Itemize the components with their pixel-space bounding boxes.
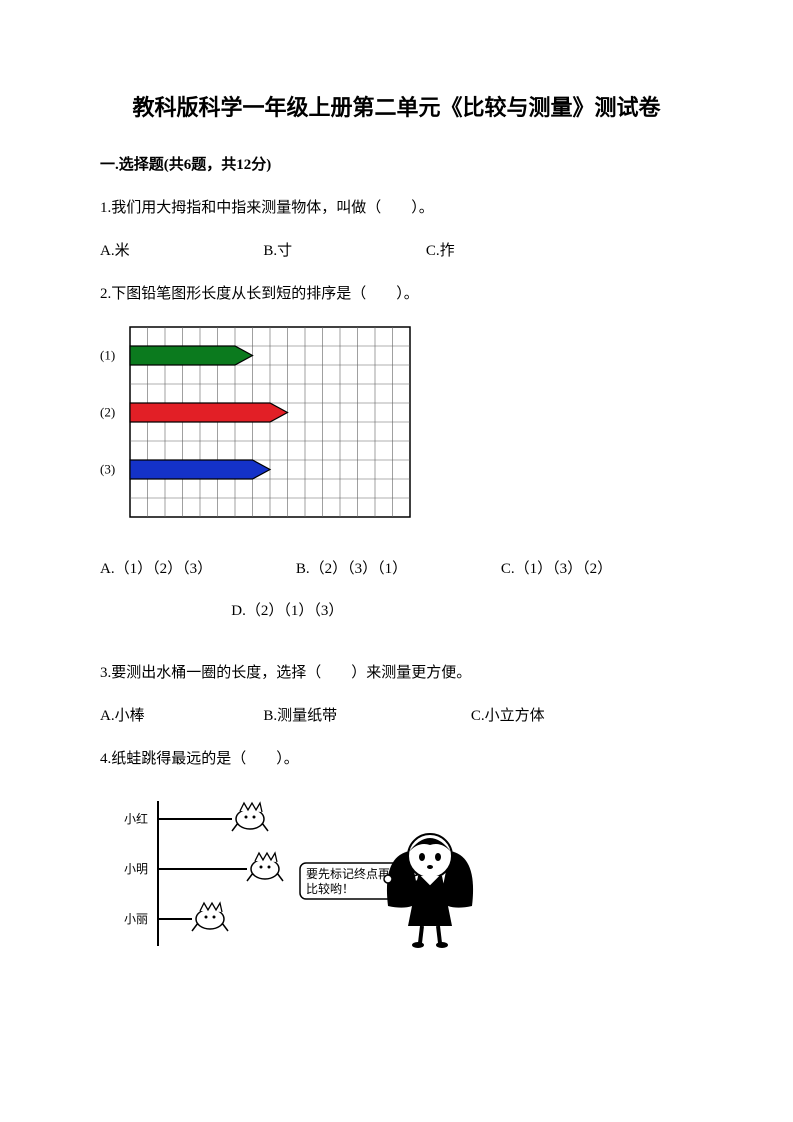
- q1-opt-c: C.拃: [426, 235, 455, 268]
- svg-text:(2): (2): [100, 405, 115, 420]
- svg-text:小明: 小明: [124, 862, 148, 876]
- q2-chart: (1) (2) (3): [100, 326, 693, 523]
- frog-diagram-svg: 小红小明小丽 要先标记终点再比较哟！: [100, 791, 490, 951]
- question-4: 4.纸蛙跳得最远的是（ ）。: [100, 743, 693, 776]
- question-3: 3.要测出水桶一圈的长度，选择（ ）来测量更方便。: [100, 657, 693, 690]
- svg-text:(1): (1): [100, 348, 115, 363]
- question-2-options: A.（1）（2）（3） B.（2）（3）（1） C.（1）（3）（2） （2） …: [100, 548, 693, 632]
- question-3-options: A.小棒 B.测量纸带 C.小立方体: [100, 700, 693, 733]
- question-1-options: A.米 B.寸 C.拃: [100, 235, 693, 268]
- q2-opt-b: B.（2）（3）（1）: [296, 548, 407, 590]
- q3-opt-a: A.小棒: [100, 700, 145, 733]
- q1-opt-a: A.米: [100, 235, 130, 268]
- pencil-chart-svg: (1) (2) (3): [100, 326, 412, 518]
- svg-text:小红: 小红: [124, 811, 148, 826]
- page-title: 教科版科学一年级上册第二单元《比较与测量》测试卷: [100, 90, 693, 125]
- q1-opt-b: B.寸: [263, 235, 292, 268]
- q3-opt-b: B.测量纸带: [263, 700, 337, 733]
- svg-text:小丽: 小丽: [124, 912, 148, 926]
- question-1: 1.我们用大拇指和中指来测量物体，叫做（ ）。: [100, 192, 693, 225]
- q2-opt-c: C.（1）（3）（2）: [501, 548, 612, 590]
- svg-text:比较哟！: 比较哟！: [306, 881, 354, 896]
- q2-opt-a: A.（1）（2）（3）: [100, 548, 212, 590]
- svg-text:要先标记终点再: 要先标记终点再: [306, 866, 390, 881]
- q3-opt-c: C.小立方体: [471, 700, 545, 733]
- q2-opt-d: D.（2）（1）（3）: [231, 590, 343, 632]
- svg-text:(3): (3): [100, 462, 115, 477]
- question-2: 2.下图铅笔图形长度从长到短的排序是（ ）。: [100, 278, 693, 311]
- q4-diagram: 小红小明小丽 要先标记终点再比较哟！: [100, 791, 693, 956]
- section-header: 一.选择题(共6题，共12分): [100, 153, 693, 174]
